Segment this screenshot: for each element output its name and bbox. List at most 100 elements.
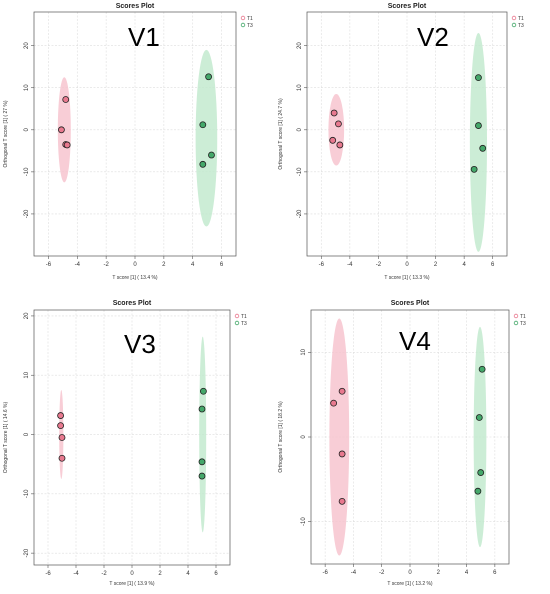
y-tick-label: -10 <box>24 489 30 498</box>
x-tick-label: 0 <box>130 571 134 577</box>
y-tick-label: -20 <box>24 209 30 218</box>
panel-label: V3 <box>124 329 156 359</box>
y-tick-label: -10 <box>24 167 30 176</box>
data-point-t3 <box>474 487 482 495</box>
x-tick-label: -4 <box>347 262 353 268</box>
data-point-t3 <box>198 472 206 480</box>
legend-label-t3: T3 <box>518 23 524 29</box>
y-tick-label: 0 <box>24 127 30 131</box>
data-point-t1 <box>335 120 342 128</box>
x-tick-label: 0 <box>408 570 412 576</box>
legend-marker-t3 <box>240 22 246 28</box>
data-point-t3 <box>199 121 207 129</box>
legend-label-t1: T1 <box>247 16 253 22</box>
x-tick-label: -4 <box>73 571 79 577</box>
confidence-ellipse-t3 <box>195 49 218 227</box>
legend-marker-t3 <box>234 320 240 326</box>
y-tick-label: 10 <box>301 348 307 355</box>
plot-title: Scores Plot <box>388 3 427 10</box>
confidence-ellipse-t3 <box>473 326 487 548</box>
x-tick-label: 0 <box>133 262 137 268</box>
x-axis-label: T score [1] ( 13.2 %) <box>387 581 433 587</box>
data-point-t3 <box>199 160 207 168</box>
legend-marker-t3 <box>513 320 519 326</box>
legend-label-t3: T3 <box>247 23 253 29</box>
data-point-t1 <box>329 136 337 144</box>
legend-label-t1: T1 <box>518 16 524 22</box>
x-tick-label: -2 <box>376 262 382 268</box>
legend-marker-t1 <box>234 313 240 319</box>
x-tick-label: 0 <box>405 262 409 268</box>
data-point-t3 <box>205 73 212 81</box>
scores-plot-v1: Scores Plot -6 -4 -2 0 2 4 6 20 10 0 -10 -20 T score … <box>0 0 275 297</box>
x-tick-label: 6 <box>491 262 495 268</box>
y-tick-label: 0 <box>24 432 30 436</box>
legend-label-t1: T1 <box>520 314 526 320</box>
y-axis-label: Orthogonal T score [1] ( 27 %) <box>3 100 9 167</box>
scores-plot-v2: Scores Plot -6 -4 -2 0 2 4 6 20 10 0 -10 -20 T score … <box>275 0 550 297</box>
y-tick-label: 10 <box>24 371 30 378</box>
panel-label: V4 <box>399 326 431 356</box>
y-tick-label: 20 <box>24 42 30 49</box>
x-tick-label: 2 <box>437 570 441 576</box>
data-point-t1 <box>58 126 65 134</box>
y-axis-label: Orthogonal T score [1] ( 24.7 %) <box>278 98 284 170</box>
x-tick-label: -2 <box>379 570 385 576</box>
data-point-t3 <box>208 151 215 159</box>
data-point-t1 <box>62 96 70 103</box>
y-tick-label: 10 <box>24 84 30 91</box>
plot-title: Scores Plot <box>113 300 152 307</box>
x-tick-label: 4 <box>465 570 469 576</box>
x-tick-label: 2 <box>162 262 166 268</box>
y-tick-label: 0 <box>297 127 303 131</box>
data-point-t1 <box>330 399 338 407</box>
panel-label: V1 <box>128 22 160 52</box>
y-axis-label: Orthogonal T score [1] ( 18.2 %) <box>278 401 284 473</box>
x-tick-label: 6 <box>214 571 218 577</box>
data-point-t3 <box>470 165 478 173</box>
x-tick-label: -6 <box>319 262 325 268</box>
x-tick-label: -6 <box>46 262 52 268</box>
y-tick-label: -20 <box>297 209 303 218</box>
x-tick-label: 6 <box>493 570 497 576</box>
x-tick-label: 4 <box>462 262 466 268</box>
data-point-t1 <box>57 412 64 419</box>
x-tick-label: 4 <box>186 571 190 577</box>
y-tick-label: 10 <box>297 84 303 91</box>
data-point-t1 <box>338 387 346 395</box>
y-tick-label: -10 <box>301 517 307 526</box>
x-tick-label: -6 <box>322 570 328 576</box>
x-tick-label: 2 <box>158 571 162 577</box>
x-axis-label: T score [1] ( 13.3 %) <box>384 275 430 281</box>
data-point-t3 <box>475 122 482 129</box>
y-tick-label: -20 <box>24 548 30 557</box>
scores-plot-svg: Scores Plot -6 -4 -2 0 2 4 6 10 0 -10 T score [1] (… <box>278 300 526 587</box>
plot-title: Scores Plot <box>116 3 155 10</box>
legend-label-t3: T3 <box>241 321 247 327</box>
legend-marker-t1 <box>240 15 246 21</box>
x-tick-label: -4 <box>75 262 81 268</box>
x-tick-label: 2 <box>434 262 438 268</box>
legend-label-t1: T1 <box>241 314 247 320</box>
x-tick-label: -4 <box>351 570 357 576</box>
panel-label: V2 <box>417 22 449 52</box>
scores-plot-v4: Scores Plot -6 -4 -2 0 2 4 6 10 0 -10 T score [1] (… <box>275 297 550 594</box>
confidence-ellipse-t1 <box>329 318 350 556</box>
y-axis-label: Orthogonal T score [1] ( 14.6 %) <box>3 402 9 474</box>
y-tick-label: 0 <box>301 435 307 439</box>
x-axis-label: T score [1] ( 13.9 %) <box>109 581 155 587</box>
data-point-t1 <box>330 109 338 117</box>
x-tick-label: -6 <box>45 571 51 577</box>
x-tick-label: -2 <box>101 571 107 577</box>
data-point-t1 <box>336 141 344 149</box>
y-tick-label: 20 <box>297 42 303 49</box>
y-tick-label: -10 <box>297 167 303 176</box>
data-point-t1 <box>338 497 346 505</box>
confidence-ellipse-t3 <box>199 336 207 533</box>
plot-title: Scores Plot <box>391 300 430 307</box>
data-point-t3 <box>198 458 206 466</box>
x-tick-label: 4 <box>191 262 195 268</box>
data-point-t1 <box>58 454 66 462</box>
